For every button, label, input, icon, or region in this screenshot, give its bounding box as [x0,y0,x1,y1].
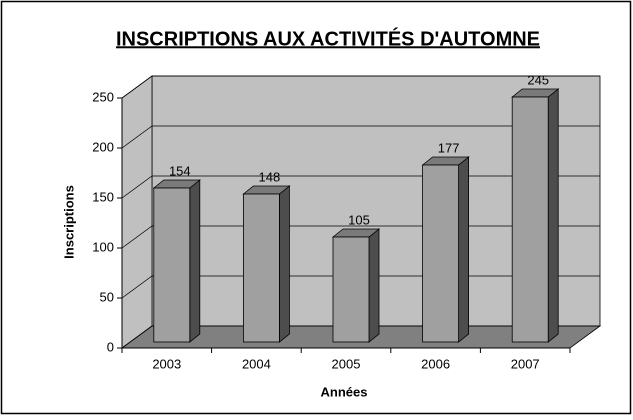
bar-front [242,193,280,343]
chart-title: INSCRIPTIONS AUX ACTIVITÉS D'AUTOMNE [116,27,540,50]
bar [242,185,291,343]
y-tick-label: 150 [92,189,114,204]
bar-side [278,185,290,343]
data-label: 177 [438,140,460,155]
x-axis-label: Années [321,384,368,399]
x-tick-label: 2007 [511,356,540,371]
y-tick-label: 50 [100,289,114,304]
bar [421,156,470,343]
bar-side [458,156,470,343]
bar-front [511,96,549,343]
side-wall [121,75,153,349]
y-tick-label: 200 [92,139,114,154]
plot-area: 0 50 100 150 200 250 2003 154 2004 148 2005 105 2006… [92,72,602,371]
data-label: 105 [348,212,370,227]
bar-front [422,164,460,343]
bar [152,179,201,343]
data-label: 154 [169,163,191,178]
bar-front [153,187,191,343]
y-tick-label: 250 [92,89,114,104]
x-tick-label: 2003 [152,356,181,371]
bar-side [189,179,201,343]
grid-line [121,75,600,99]
grid-line [121,125,600,149]
x-tick-label: 2006 [421,356,450,371]
y-axis-label: Inscriptions [61,185,76,259]
bar-side [368,228,380,343]
bar-side [547,88,559,343]
bar [511,88,560,343]
bar-front [332,236,370,343]
y-tick-label: 100 [92,239,114,254]
bar [331,228,381,343]
y-tick-label: 0 [107,339,114,354]
x-tick-label: 2005 [332,356,361,371]
data-label: 148 [259,169,281,184]
x-tick-label: 2004 [242,356,271,371]
data-label: 245 [527,72,549,87]
